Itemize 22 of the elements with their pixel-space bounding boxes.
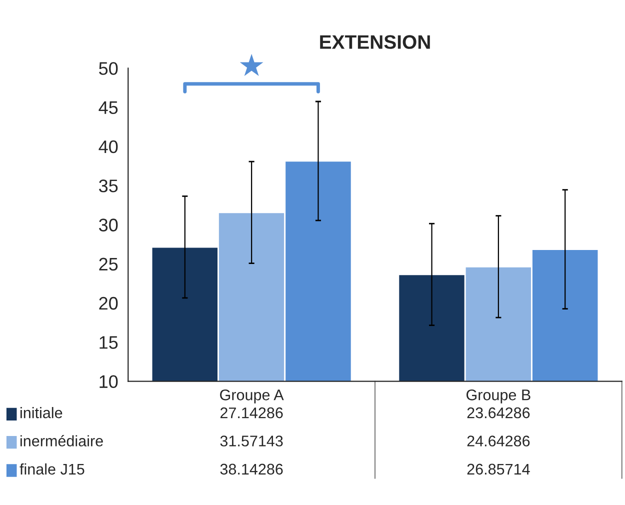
legend-label: finale J15 (20, 463, 84, 475)
x-tick-label: Groupe B (466, 390, 530, 404)
y-tick-label: 50 (99, 62, 118, 75)
data-label: 23.64286 (467, 407, 530, 418)
y-tick-label: 20 (99, 296, 118, 310)
data-label: 31.57143 (220, 436, 283, 446)
data-label: 27.14286 (220, 407, 283, 418)
y-tick-label: 45 (98, 101, 118, 114)
y-tick-label: 40 (98, 140, 118, 154)
y-tick-label: 10 (100, 375, 118, 388)
data-label: 24.64286 (467, 436, 530, 446)
chart-title: EXTENSION (320, 35, 430, 49)
data-label: 38.14286 (220, 464, 283, 475)
y-tick-label: 35 (99, 180, 118, 192)
y-tick-label: 30 (99, 218, 118, 232)
y-tick-label: 25 (99, 258, 118, 271)
annotation: ★ (240, 54, 264, 76)
data-label: 26.85714 (467, 464, 530, 475)
y-tick-label: 15 (100, 336, 118, 349)
legend-label: initiale (20, 407, 62, 418)
legend-label: inermédiaire (20, 435, 103, 446)
x-tick-label: Groupe A (220, 390, 284, 404)
